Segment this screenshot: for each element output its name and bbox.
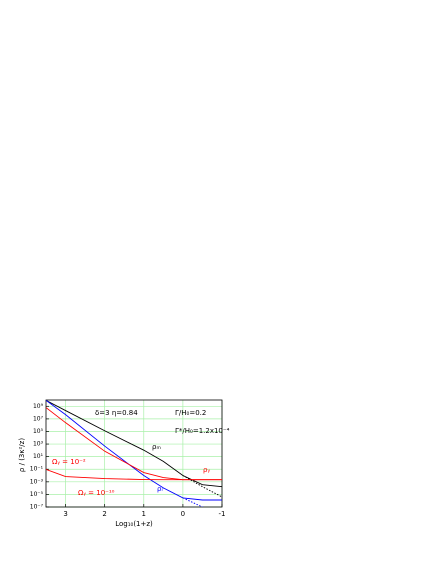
annotation: δ=3 η=0.84 [95,409,138,417]
plot-area [46,400,222,507]
x-tick-label: 0 [181,510,185,518]
x-axis-label: Log₁₀(1+z) [115,520,153,528]
annotation: ρᵧ [203,466,210,474]
y-tick-label: 10¹ [33,453,44,460]
x-tick-label: 3 [63,510,67,518]
series-line [46,400,222,501]
y-tick-label: 10⁷ [33,415,44,422]
annotation: Γ/H₀=0.2 [175,409,206,417]
y-axis-label: ρ / (3κ²/z) [18,438,26,472]
x-tick-label: -1 [219,510,226,518]
y-tick-label: 10⁻⁷ [30,504,44,511]
series-line [46,469,222,481]
series-label: Ωᵧ = 10⁻² [52,458,86,466]
x-tick-label: 2 [102,510,106,518]
y-tick-label: 10⁻³ [30,478,44,485]
series-label: ρᵣ [157,485,163,493]
series-line [182,497,204,507]
x-tick-label: 1 [142,510,146,518]
series-label: ρₘ [152,443,161,451]
y-tick-label: 10⁻¹ [30,466,44,473]
y-tick-label: 10⁹ [33,403,44,410]
annotation: Γ*/H₀=1.2x10⁻⁴ [175,427,230,435]
series-label: Ωᵧ = 10⁻¹⁰ [78,489,115,497]
plot-frame [45,399,223,508]
y-tick-label: 10⁵ [33,428,44,435]
series-line [46,400,222,488]
series-line [182,475,222,498]
y-tick-label: 10³ [33,441,44,448]
y-tick-label: 10⁻⁵ [30,491,44,498]
